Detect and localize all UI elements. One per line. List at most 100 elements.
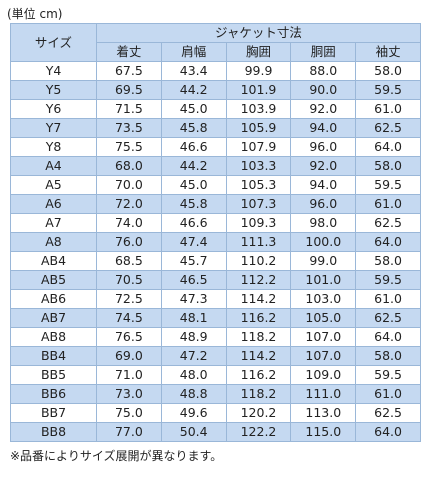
- measurement-cell: 45.0: [160, 99, 227, 119]
- table-row: Y6 71.5 45.0 103.9 92.0 61.0: [10, 99, 421, 119]
- measurement-cell: 105.3: [225, 175, 292, 195]
- size-cell: AB5: [10, 270, 97, 290]
- measurement-cell: 115.0: [290, 422, 357, 442]
- table-row: A4 68.0 44.2 103.3 92.0 58.0: [10, 156, 421, 176]
- size-cell: Y8: [10, 137, 97, 157]
- measurement-cell: 67.5: [96, 61, 162, 81]
- measurement-cell: 47.2: [160, 346, 227, 366]
- size-cell: AB7: [10, 308, 97, 328]
- measurement-cell: 59.5: [355, 270, 421, 290]
- measurement-cell: 47.3: [160, 289, 227, 309]
- measurement-cell: 64.0: [355, 232, 421, 252]
- column-header-waist: 胴囲: [290, 42, 357, 62]
- measurement-cell: 62.5: [355, 308, 421, 328]
- measurement-cell: 116.2: [225, 308, 292, 328]
- measurement-cell: 72.5: [96, 289, 162, 309]
- measurement-cell: 62.5: [355, 213, 421, 233]
- column-header-shoulder: 肩幅: [160, 42, 227, 62]
- measurement-cell: 118.2: [225, 384, 292, 404]
- measurement-cell: 76.0: [96, 232, 162, 252]
- table-row: A6 72.0 45.8 107.3 96.0 61.0: [10, 194, 421, 214]
- table-row: A8 76.0 47.4 111.3 100.0 64.0: [10, 232, 421, 252]
- measurement-cell: 94.0: [290, 118, 357, 138]
- measurement-cell: 71.0: [96, 365, 162, 385]
- table-row: Y5 69.5 44.2 101.9 90.0 59.5: [10, 80, 421, 100]
- size-cell: A4: [10, 156, 97, 176]
- measurement-cell: 107.9: [225, 137, 292, 157]
- measurement-cell: 92.0: [290, 156, 357, 176]
- measurement-cell: 101.9: [225, 80, 292, 100]
- measurement-cell: 109.3: [225, 213, 292, 233]
- measurement-cell: 64.0: [355, 327, 421, 347]
- table-row: Y7 73.5 45.8 105.9 94.0 62.5: [10, 118, 421, 138]
- measurement-cell: 45.0: [160, 175, 227, 195]
- measurement-cell: 113.0: [290, 403, 357, 423]
- measurement-cell: 45.8: [160, 118, 227, 138]
- measurement-cell: 103.0: [290, 289, 357, 309]
- measurement-cell: 109.0: [290, 365, 357, 385]
- measurement-cell: 107.3: [225, 194, 292, 214]
- table-row: A7 74.0 46.6 109.3 98.0 62.5: [10, 213, 421, 233]
- measurement-cell: 64.0: [355, 137, 421, 157]
- table-row: BB7 75.0 49.6 120.2 113.0 62.5: [10, 403, 421, 423]
- measurement-cell: 74.5: [96, 308, 162, 328]
- table-row: BB4 69.0 47.2 114.2 107.0 58.0: [10, 346, 421, 366]
- measurement-cell: 103.3: [225, 156, 292, 176]
- measurement-cell: 75.0: [96, 403, 162, 423]
- table-row: BB8 77.0 50.4 122.2 115.0 64.0: [10, 422, 421, 442]
- size-cell: A8: [10, 232, 97, 252]
- measurement-cell: 62.5: [355, 403, 421, 423]
- size-cell: AB4: [10, 251, 97, 271]
- measurement-cell: 48.9: [160, 327, 227, 347]
- size-cell: BB8: [10, 422, 97, 442]
- table-row: BB5 71.0 48.0 116.2 109.0 59.5: [10, 365, 421, 385]
- measurement-cell: 122.2: [225, 422, 292, 442]
- measurement-cell: 105.0: [290, 308, 357, 328]
- measurement-cell: 112.2: [225, 270, 292, 290]
- size-cell: BB6: [10, 384, 97, 404]
- measurement-cell: 59.5: [355, 175, 421, 195]
- measurement-cell: 48.0: [160, 365, 227, 385]
- measurement-cell: 70.5: [96, 270, 162, 290]
- measurement-cell: 62.5: [355, 118, 421, 138]
- size-table: サイズ ジャケット寸法 着丈 肩幅 胸囲 胴囲 袖丈 Y4 67.5 43.4 99.…: [10, 23, 421, 442]
- measurement-cell: 116.2: [225, 365, 292, 385]
- measurement-cell: 73.0: [96, 384, 162, 404]
- column-header-length: 着丈: [96, 42, 162, 62]
- measurement-cell: 111.3: [225, 232, 292, 252]
- measurement-cell: 44.2: [160, 156, 227, 176]
- measurement-cell: 69.5: [96, 80, 162, 100]
- measurement-cell: 98.0: [290, 213, 357, 233]
- unit-label: (単位 cm): [7, 7, 63, 21]
- measurement-cell: 75.5: [96, 137, 162, 157]
- measurement-cell: 58.0: [355, 156, 421, 176]
- measurement-cell: 68.0: [96, 156, 162, 176]
- measurement-cell: 45.7: [160, 251, 227, 271]
- table-row: AB7 74.5 48.1 116.2 105.0 62.5: [10, 308, 421, 328]
- measurement-cell: 61.0: [355, 384, 421, 404]
- measurement-cell: 61.0: [355, 194, 421, 214]
- column-header-chest: 胸囲: [225, 42, 292, 62]
- measurement-cell: 71.5: [96, 99, 162, 119]
- measurement-cell: 46.6: [160, 137, 227, 157]
- measurement-cell: 46.6: [160, 213, 227, 233]
- measurement-cell: 88.0: [290, 61, 357, 81]
- measurement-cell: 70.0: [96, 175, 162, 195]
- measurement-cell: 58.0: [355, 251, 421, 271]
- measurement-cell: 105.9: [225, 118, 292, 138]
- measurement-cell: 99.0: [290, 251, 357, 271]
- measurement-cell: 74.0: [96, 213, 162, 233]
- measurement-cell: 94.0: [290, 175, 357, 195]
- measurement-cell: 68.5: [96, 251, 162, 271]
- measurement-cell: 76.5: [96, 327, 162, 347]
- measurement-cell: 46.5: [160, 270, 227, 290]
- table-row: AB4 68.5 45.7 110.2 99.0 58.0: [10, 251, 421, 271]
- measurement-cell: 58.0: [355, 61, 421, 81]
- measurement-cell: 64.0: [355, 422, 421, 442]
- size-cell: A5: [10, 175, 97, 195]
- size-cell: Y6: [10, 99, 97, 119]
- measurement-cell: 110.2: [225, 251, 292, 271]
- measurement-cell: 48.1: [160, 308, 227, 328]
- measurement-cell: 59.5: [355, 365, 421, 385]
- measurement-cell: 111.0: [290, 384, 357, 404]
